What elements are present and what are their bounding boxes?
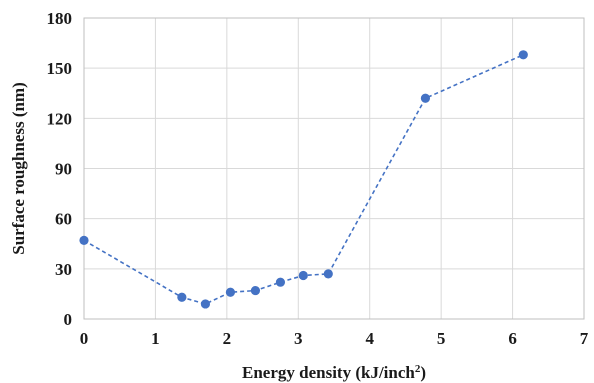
y-tick-label: 150	[47, 59, 73, 78]
plot-area-border	[83, 17, 585, 320]
x-tick-label: 2	[223, 329, 232, 348]
data-point	[200, 299, 211, 309]
y-axis-ticks: 0 30 60 90 120 150 180	[47, 9, 73, 329]
x-tick-label: 5	[437, 329, 446, 348]
data-point	[177, 292, 187, 302]
x-axis-ticks: 0 1 2 3 4 5 6 7	[80, 329, 589, 348]
x-tick-label: 7	[580, 329, 589, 348]
x-tick-label: 4	[365, 329, 374, 348]
x-tick-label: 1	[151, 329, 160, 348]
y-tick-label: 90	[55, 160, 72, 179]
data-point	[225, 287, 236, 297]
x-tick-label: 3	[294, 329, 303, 348]
data-point	[79, 235, 89, 246]
data-point	[420, 93, 431, 103]
data-point	[298, 270, 308, 281]
x-tick-label: 6	[508, 329, 517, 348]
data-point	[518, 50, 528, 60]
data-point	[250, 285, 261, 296]
y-tick-label: 60	[55, 210, 72, 229]
y-tick-label: 30	[55, 260, 72, 279]
y-tick-label: 0	[64, 310, 73, 329]
y-axis-title: Surface roughness (nm)	[9, 82, 28, 255]
y-tick-label: 120	[47, 109, 73, 128]
series-line	[83, 54, 524, 305]
data-point	[323, 269, 333, 279]
grid	[83, 17, 585, 320]
data-point	[275, 277, 286, 287]
x-axis-title: Energy density (kJ/inch2)	[242, 363, 426, 382]
series-layer	[79, 50, 528, 309]
x-tick-label: 0	[80, 329, 89, 348]
y-tick-label: 180	[47, 9, 73, 28]
